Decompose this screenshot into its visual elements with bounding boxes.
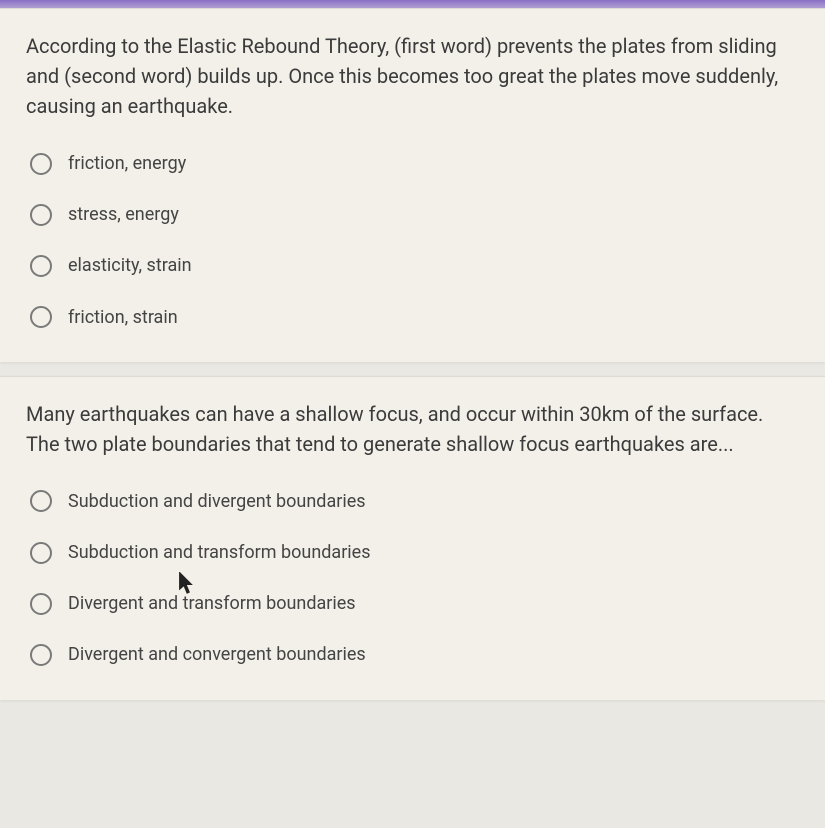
option-label: Divergent and transform boundaries: [68, 591, 356, 616]
option-row[interactable]: Subduction and divergent boundaries: [26, 481, 799, 522]
question-prompt: Many earthquakes can have a shallow focu…: [26, 399, 799, 459]
option-row[interactable]: friction, energy: [26, 143, 799, 184]
option-label: stress, energy: [68, 202, 179, 227]
radio-icon[interactable]: [30, 306, 52, 328]
quiz-container: According to the Elastic Rebound Theory,…: [0, 0, 825, 700]
radio-icon[interactable]: [30, 153, 52, 175]
radio-icon[interactable]: [30, 490, 52, 512]
option-label: Subduction and transform boundaries: [68, 540, 371, 565]
option-row[interactable]: stress, energy: [26, 194, 799, 235]
radio-icon[interactable]: [30, 593, 52, 615]
option-row[interactable]: friction, strain: [26, 297, 799, 338]
radio-icon[interactable]: [30, 255, 52, 277]
option-row[interactable]: Divergent and transform boundaries: [26, 583, 799, 624]
option-group: Subduction and divergent boundaries Subd…: [26, 481, 799, 676]
option-label: Divergent and convergent boundaries: [68, 642, 366, 667]
radio-icon[interactable]: [30, 644, 52, 666]
option-label: friction, strain: [68, 305, 178, 330]
option-label: elasticity, strain: [68, 253, 192, 278]
option-label: Subduction and divergent boundaries: [68, 489, 366, 514]
top-accent-bar: [0, 0, 825, 8]
radio-icon[interactable]: [30, 204, 52, 226]
option-group: friction, energy stress, energy elastici…: [26, 143, 799, 338]
option-row[interactable]: elasticity, strain: [26, 245, 799, 286]
option-label: friction, energy: [68, 151, 186, 176]
option-row[interactable]: Subduction and transform boundaries: [26, 532, 799, 573]
question-card: Many earthquakes can have a shallow focu…: [0, 376, 825, 700]
question-prompt: According to the Elastic Rebound Theory,…: [26, 31, 799, 121]
question-card: According to the Elastic Rebound Theory,…: [0, 8, 825, 362]
radio-icon[interactable]: [30, 542, 52, 564]
option-row[interactable]: Divergent and convergent boundaries: [26, 634, 799, 675]
